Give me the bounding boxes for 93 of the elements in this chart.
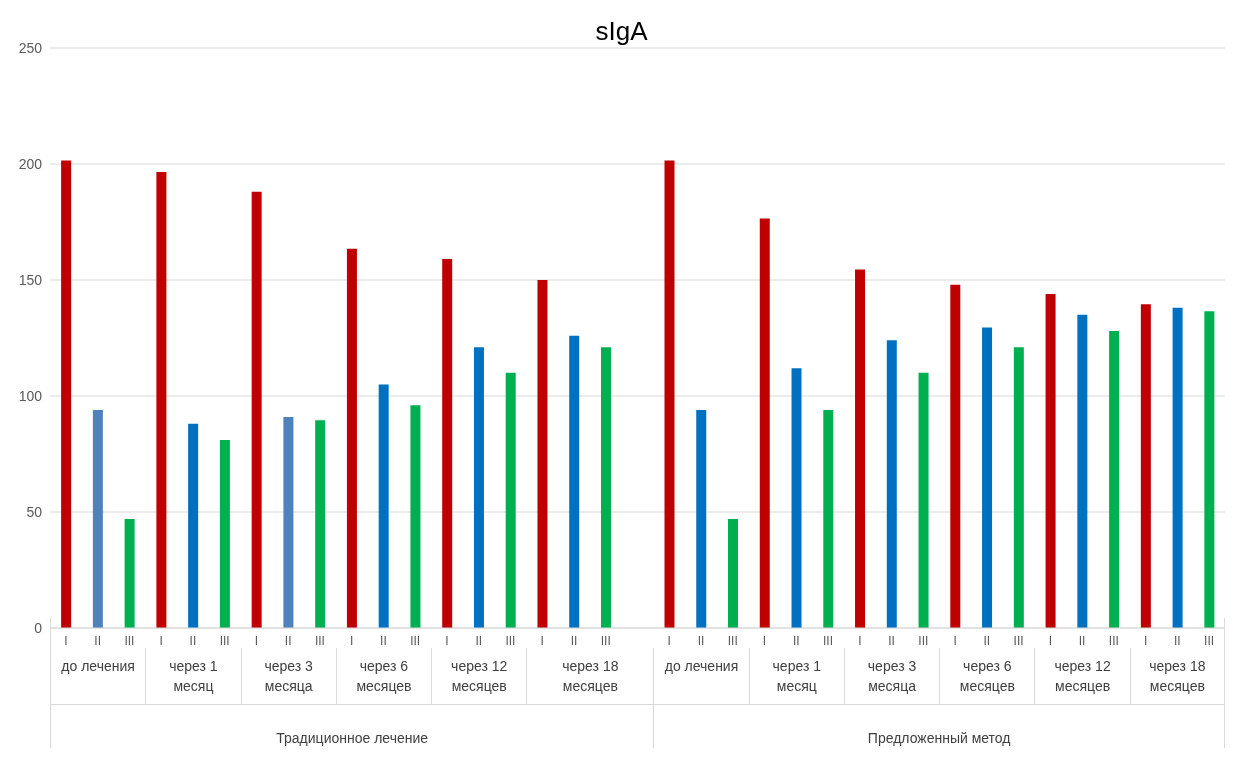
x-tick-label: II — [380, 633, 387, 648]
y-tick-label: 50 — [26, 503, 43, 520]
bar — [728, 518, 739, 628]
bar — [855, 269, 866, 628]
text: Предложенный метод — [867, 730, 1011, 746]
y-tick-label: 0 — [34, 619, 43, 636]
x-tick-label: III — [505, 633, 516, 648]
x-tick-label: I — [350, 633, 354, 648]
bar — [346, 248, 357, 628]
bar — [1109, 331, 1120, 628]
x-tick-label: I — [667, 633, 671, 648]
bar — [537, 280, 548, 628]
bar — [696, 409, 707, 628]
bar — [1013, 347, 1024, 628]
x-tick-label: I — [858, 633, 862, 648]
x-tick-label: II — [1078, 633, 1086, 648]
bar — [442, 259, 453, 628]
x-tick-label: I — [540, 633, 544, 648]
y-tick-label: 100 — [18, 387, 43, 404]
x-tick-label: III — [823, 633, 834, 648]
chart-title: sIgA — [595, 16, 648, 46]
bar — [61, 160, 72, 628]
text: через 6 месяцев — [958, 657, 1016, 696]
bar — [791, 368, 802, 628]
bar — [410, 405, 421, 628]
text: через 1 месяц — [168, 657, 219, 696]
x-tick-label: II — [475, 633, 483, 648]
y-tick-label: 200 — [18, 155, 43, 172]
x-tick-label: III — [314, 633, 325, 648]
bar — [823, 409, 834, 628]
y-tick-label: 150 — [18, 271, 43, 288]
x-tick-label: II — [94, 633, 101, 648]
bar — [251, 191, 262, 628]
x-tick-label: II — [189, 633, 197, 648]
bar — [982, 327, 993, 628]
text: через 18 месяцев — [561, 657, 620, 696]
x-tick-label: II — [983, 633, 991, 648]
bar — [950, 284, 961, 628]
bar — [600, 347, 611, 628]
text: через 3 месяца — [263, 657, 314, 696]
x-tick-label: I — [159, 633, 163, 648]
bar — [378, 384, 389, 628]
x-tick-label: III — [918, 633, 929, 648]
bar — [1140, 304, 1151, 628]
text: до лечения — [664, 657, 739, 676]
text: через 12 месяцев — [1053, 657, 1112, 696]
bar — [124, 518, 135, 628]
x-tick-label: I — [445, 633, 449, 648]
x-tick-label: II — [570, 633, 578, 648]
text: через 18 месяцев — [1148, 657, 1207, 696]
x-tick-label: I — [762, 633, 767, 648]
x-tick-label: II — [1174, 633, 1181, 648]
text: через 3 месяца — [866, 657, 918, 696]
text: Традиционное лечение — [276, 730, 429, 746]
bar — [1172, 307, 1183, 628]
x-tick-label: I — [64, 633, 68, 648]
bar — [664, 160, 675, 628]
x-tick-label: III — [1013, 633, 1024, 648]
x-tick-label: III — [124, 633, 135, 648]
bar — [283, 416, 294, 628]
bar — [759, 218, 770, 628]
x-tick-label: III — [410, 633, 421, 648]
x-tick-label: III — [1108, 633, 1119, 648]
text: через 6 месяцев — [355, 657, 413, 696]
bar — [473, 347, 484, 628]
bar — [918, 372, 929, 628]
x-tick-label: II — [888, 633, 895, 648]
x-tick-label: III — [600, 633, 611, 648]
bar — [1204, 311, 1215, 628]
x-tick-label: I — [1143, 633, 1148, 648]
x-tick-label: I — [1048, 633, 1053, 648]
text: через 1 месяц — [771, 657, 822, 696]
bar — [92, 409, 103, 628]
text: через 12 месяцев — [450, 657, 509, 696]
bar — [188, 423, 199, 628]
x-tick-label: III — [1204, 633, 1215, 648]
x-tick-label: III — [219, 633, 230, 648]
bar — [219, 440, 230, 628]
bar — [156, 172, 167, 628]
x-tick-label: I — [254, 633, 259, 648]
x-tick-label: II — [697, 633, 705, 648]
bar — [886, 340, 897, 628]
x-tick-label: II — [284, 633, 292, 648]
bar — [1045, 293, 1056, 628]
x-tick-label: II — [792, 633, 800, 648]
text: до лечения — [61, 657, 135, 676]
bar — [315, 420, 326, 628]
y-tick-label: 250 — [18, 39, 43, 56]
bar — [1077, 314, 1088, 628]
x-tick-label: III — [727, 633, 738, 648]
bar — [569, 335, 580, 628]
bar — [505, 372, 516, 628]
x-tick-label: I — [953, 633, 957, 648]
